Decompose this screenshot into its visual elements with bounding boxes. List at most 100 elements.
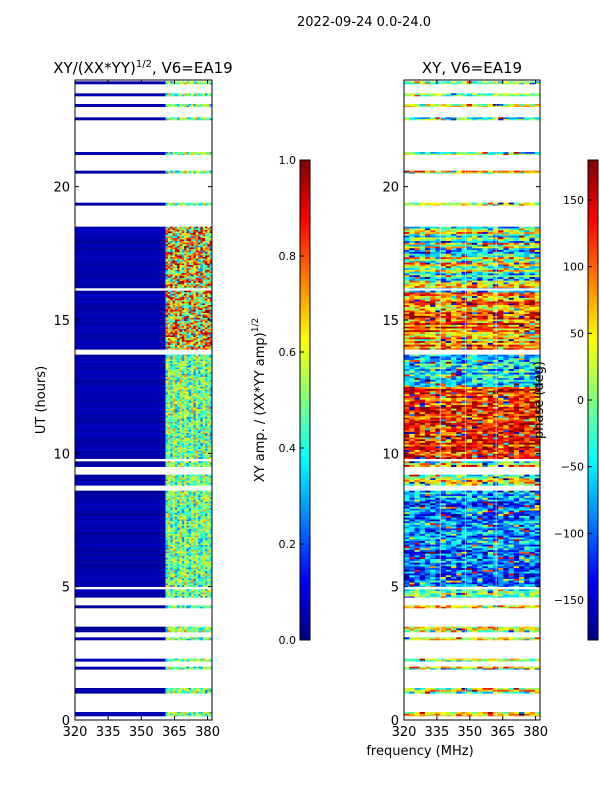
left-heatmap-cell: [165, 247, 169, 250]
left-heatmap-cell: [167, 415, 171, 418]
left-heatmap-cell: [165, 450, 169, 453]
left-heatmap-cell: [179, 525, 183, 528]
left-heatmap-cell: [209, 444, 213, 447]
left-heatmap-cell: [177, 511, 180, 514]
left-heatmap-cell: [75, 583, 166, 586]
left-heatmap-cell: [184, 606, 187, 609]
left-heatmap-cell: [165, 399, 169, 402]
left-heatmap-cell: [167, 404, 171, 407]
left-heatmap-cell: [207, 292, 210, 295]
left-heatmap-cell: [170, 322, 173, 325]
left-heatmap-cell: [202, 281, 206, 283]
left-heatmap-cell: [202, 506, 206, 509]
left-heatmap-cell: [179, 308, 183, 311]
left-heatmap-cell: [177, 383, 180, 386]
left-heatmap-cell: [186, 580, 190, 583]
left-heatmap-cell: [209, 343, 213, 346]
left-heatmap-cell: [202, 308, 206, 311]
left-heatmap-cell: [205, 354, 208, 357]
left-heatmap-cell: [181, 236, 185, 239]
left-heatmap-cell: [170, 626, 173, 629]
left-heatmap-cell: [170, 335, 173, 338]
left-heatmap-cell: [188, 405, 192, 408]
left-heatmap-cell: [75, 317, 166, 320]
left-heatmap-cell: [195, 369, 199, 371]
left-heatmap-cell: [195, 263, 199, 266]
left-heatmap-cell: [172, 364, 176, 367]
left-heatmap-cell: [207, 295, 210, 298]
left-heatmap-cell: [209, 713, 213, 716]
left-heatmap-cell: [167, 570, 171, 573]
left-heatmap-cell: [184, 559, 187, 562]
left-heatmap-cell: [165, 260, 169, 263]
left-heatmap-cell: [188, 261, 192, 264]
left-heatmap-cell: [195, 305, 199, 307]
left-heatmap-cell: [172, 482, 176, 485]
left-heatmap-cell: [174, 377, 178, 379]
left-heatmap-cell: [75, 301, 166, 304]
left-heatmap-cell: [181, 592, 185, 595]
left-heatmap-cell: [193, 279, 197, 282]
left-heatmap-cell: [184, 442, 187, 445]
left-heatmap-cell: [165, 413, 169, 416]
left-heatmap-cell: [198, 244, 201, 247]
left-heatmap-cell: [177, 434, 180, 437]
left-heatmap-cell: [177, 535, 180, 538]
left-heatmap-cell: [198, 549, 201, 552]
left-heatmap-cell: [174, 380, 178, 383]
left-heatmap-cell: [177, 412, 180, 415]
left-heatmap-cell: [202, 637, 206, 640]
left-heatmap-cell: [186, 401, 190, 403]
left-heatmap-cell: [174, 375, 178, 378]
left-heatmap-cell: [177, 567, 180, 570]
left-heatmap-cell: [191, 420, 194, 423]
left-heatmap-cell: [207, 474, 210, 477]
left-heatmap-cell: [205, 433, 208, 435]
left-heatmap-cell: [170, 513, 173, 515]
left-heatmap-cell: [205, 247, 208, 250]
left-heatmap-cell: [205, 548, 208, 551]
left-heatmap-cell: [184, 253, 187, 256]
left-heatmap-cell: [198, 415, 201, 418]
left-heatmap-cell: [200, 626, 204, 629]
left-heatmap-cell: [174, 228, 178, 231]
left-heatmap-cell: [195, 545, 199, 547]
left-heatmap-cell: [181, 359, 185, 362]
left-heatmap-cell: [191, 375, 194, 378]
left-heatmap-cell: [195, 581, 199, 584]
left-heatmap-cell: [188, 577, 192, 579]
left-heatmap-cell: [200, 484, 204, 486]
left-heatmap-cell: [179, 274, 183, 277]
left-heatmap-cell: [209, 425, 213, 427]
left-heatmap-cell: [181, 412, 185, 415]
left-heatmap-cell: [167, 527, 171, 530]
left-heatmap-cell: [186, 431, 190, 434]
left-heatmap-cell: [209, 567, 213, 570]
left-heatmap-cell: [198, 385, 201, 387]
left-heatmap-cell: [195, 415, 199, 418]
left-heatmap-cell: [179, 388, 183, 391]
left-heatmap-cell: [207, 268, 210, 271]
left-heatmap-cell: [205, 269, 208, 272]
left-heatmap-cell: [170, 298, 173, 301]
left-heatmap-cell: [184, 370, 187, 373]
left-heatmap-cell: [202, 444, 206, 447]
left-heatmap-cell: [195, 462, 199, 465]
left-heatmap-cell: [177, 324, 180, 327]
left-heatmap-cell: [188, 418, 192, 421]
left-heatmap-cell: [191, 562, 194, 565]
left-heatmap-cell: [198, 638, 201, 641]
left-heatmap-cell: [205, 559, 208, 562]
left-heatmap-cell: [172, 565, 176, 568]
left-heatmap-cell: [165, 505, 169, 507]
left-heatmap-cell: [191, 301, 194, 304]
left-heatmap-cell: [193, 233, 197, 235]
left-heatmap-cell: [165, 577, 169, 579]
left-heatmap-cell: [170, 265, 173, 267]
left-heatmap-cell: [184, 234, 187, 237]
left-heatmap-cell: [195, 477, 199, 480]
left-heatmap-cell: [181, 637, 185, 640]
left-heatmap-cell: [207, 345, 210, 347]
left-heatmap-cell: [188, 204, 192, 206]
left-heatmap-cell: [198, 271, 201, 274]
